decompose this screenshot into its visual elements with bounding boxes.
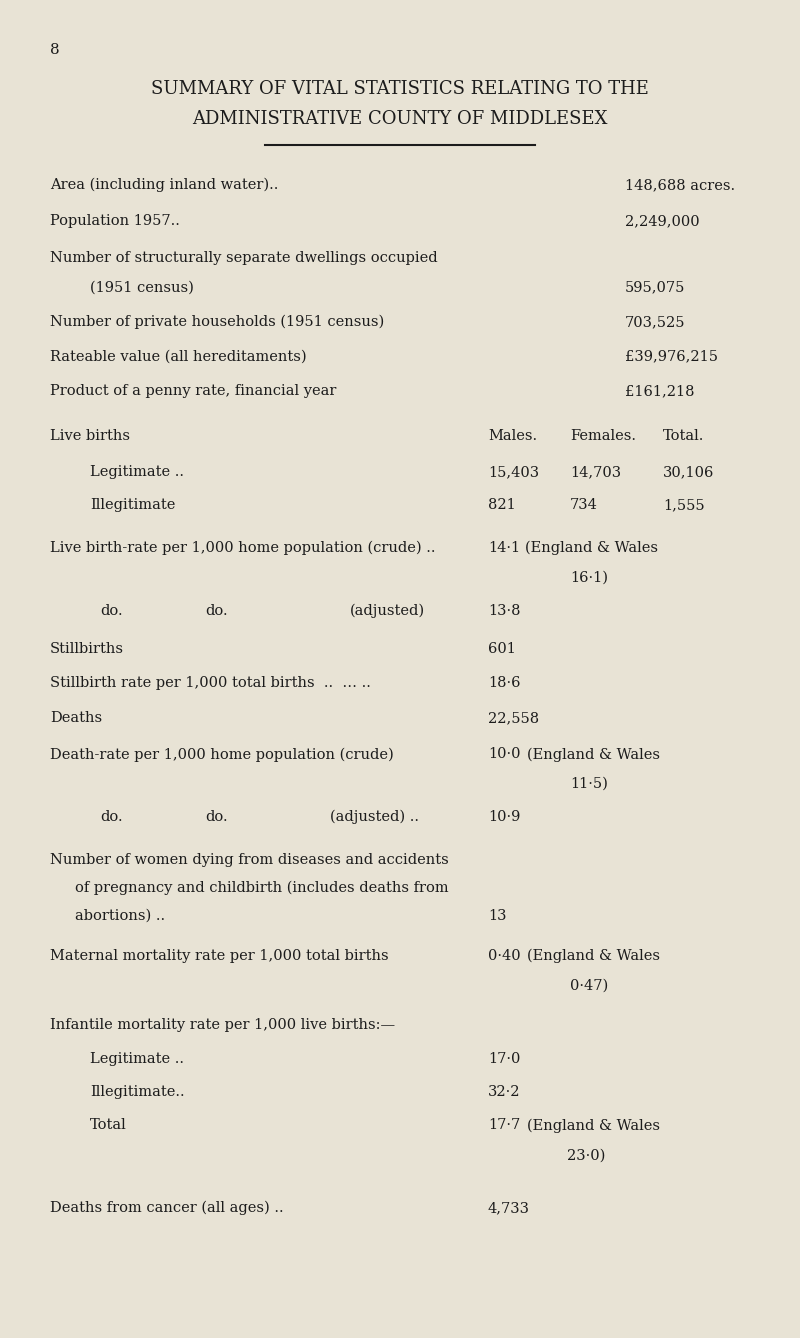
Text: Legitimate ..: Legitimate .. xyxy=(90,466,184,479)
Text: (England & Wales: (England & Wales xyxy=(527,747,660,761)
Text: 8: 8 xyxy=(50,43,60,58)
Text: Females.: Females. xyxy=(570,428,636,443)
Text: Number of women dying from diseases and accidents: Number of women dying from diseases and … xyxy=(50,852,449,867)
Text: 30,106: 30,106 xyxy=(663,466,714,479)
Text: SUMMARY OF VITAL STATISTICS RELATING TO THE: SUMMARY OF VITAL STATISTICS RELATING TO … xyxy=(151,80,649,98)
Text: 18·6: 18·6 xyxy=(488,676,521,690)
Text: 601: 601 xyxy=(488,642,516,656)
Text: 0·47): 0·47) xyxy=(570,978,608,993)
Text: 0·40: 0·40 xyxy=(488,949,521,962)
Text: ADMINISTRATIVE COUNTY OF MIDDLESEX: ADMINISTRATIVE COUNTY OF MIDDLESEX xyxy=(192,110,608,128)
Text: Area (including inland water)..: Area (including inland water).. xyxy=(50,178,278,193)
Text: 32·2: 32·2 xyxy=(488,1085,521,1100)
Text: 1,555: 1,555 xyxy=(663,498,705,512)
Text: 4,733: 4,733 xyxy=(488,1202,530,1215)
Text: £39,976,215: £39,976,215 xyxy=(625,349,718,364)
Text: Illegitimate: Illegitimate xyxy=(90,498,175,512)
Text: 22,558: 22,558 xyxy=(488,710,539,725)
Text: 16·1): 16·1) xyxy=(570,571,608,585)
Text: Deaths: Deaths xyxy=(50,710,102,725)
Text: 10·9: 10·9 xyxy=(488,809,520,824)
Text: Death-rate per 1,000 home population (crude): Death-rate per 1,000 home population (cr… xyxy=(50,747,394,761)
Text: Maternal mortality rate per 1,000 total births: Maternal mortality rate per 1,000 total … xyxy=(50,949,389,962)
Text: Live births: Live births xyxy=(50,428,130,443)
Text: 17·0: 17·0 xyxy=(488,1053,520,1066)
Text: 10·0: 10·0 xyxy=(488,747,521,761)
Text: 13: 13 xyxy=(488,909,506,923)
Text: Live birth-rate per 1,000 home population (crude) ..: Live birth-rate per 1,000 home populatio… xyxy=(50,541,435,555)
Text: Stillbirth rate per 1,000 total births  ..  … ..: Stillbirth rate per 1,000 total births .… xyxy=(50,676,371,690)
Text: Rateable value (all hereditaments): Rateable value (all hereditaments) xyxy=(50,349,306,364)
Text: 15,403: 15,403 xyxy=(488,466,539,479)
Text: 23·0): 23·0) xyxy=(567,1148,606,1163)
Text: Illegitimate..: Illegitimate.. xyxy=(90,1085,185,1100)
Text: Number of private households (1951 census): Number of private households (1951 censu… xyxy=(50,314,384,329)
Text: 148,688 acres.: 148,688 acres. xyxy=(625,178,735,191)
Text: 11·5): 11·5) xyxy=(570,777,608,791)
Text: 821: 821 xyxy=(488,498,516,512)
Text: (England & Wales: (England & Wales xyxy=(527,949,660,963)
Text: Males.: Males. xyxy=(488,428,537,443)
Text: (1951 census): (1951 census) xyxy=(90,280,194,294)
Text: Infantile mortality rate per 1,000 live births:—: Infantile mortality rate per 1,000 live … xyxy=(50,1018,395,1032)
Text: Legitimate ..: Legitimate .. xyxy=(90,1053,184,1066)
Text: Population 1957..: Population 1957.. xyxy=(50,214,180,229)
Text: (England & Wales: (England & Wales xyxy=(527,1119,660,1133)
Text: 14·1: 14·1 xyxy=(488,541,520,555)
Text: 14,703: 14,703 xyxy=(570,466,621,479)
Text: (adjusted) ..: (adjusted) .. xyxy=(330,809,419,824)
Text: abortions) ..: abortions) .. xyxy=(75,909,165,923)
Text: of pregnancy and childbirth (includes deaths from: of pregnancy and childbirth (includes de… xyxy=(75,880,449,895)
Text: (adjusted): (adjusted) xyxy=(350,603,425,618)
Text: Total.: Total. xyxy=(663,428,704,443)
Text: 17·7: 17·7 xyxy=(488,1119,520,1132)
Text: 2,249,000: 2,249,000 xyxy=(625,214,700,229)
Text: 13·8: 13·8 xyxy=(488,603,521,618)
Text: 703,525: 703,525 xyxy=(625,314,686,329)
Text: (England & Wales: (England & Wales xyxy=(525,541,658,555)
Text: do.: do. xyxy=(100,809,122,824)
Text: 595,075: 595,075 xyxy=(625,280,686,294)
Text: do.: do. xyxy=(205,809,228,824)
Text: Deaths from cancer (all ages) ..: Deaths from cancer (all ages) .. xyxy=(50,1202,284,1215)
Text: Product of a penny rate, financial year: Product of a penny rate, financial year xyxy=(50,384,336,399)
Text: do.: do. xyxy=(205,603,228,618)
Text: do.: do. xyxy=(100,603,122,618)
Text: Total: Total xyxy=(90,1119,126,1132)
Text: £161,218: £161,218 xyxy=(625,384,694,399)
Text: 734: 734 xyxy=(570,498,598,512)
Text: Number of structurally separate dwellings occupied: Number of structurally separate dwelling… xyxy=(50,250,438,265)
Text: Stillbirths: Stillbirths xyxy=(50,642,124,656)
